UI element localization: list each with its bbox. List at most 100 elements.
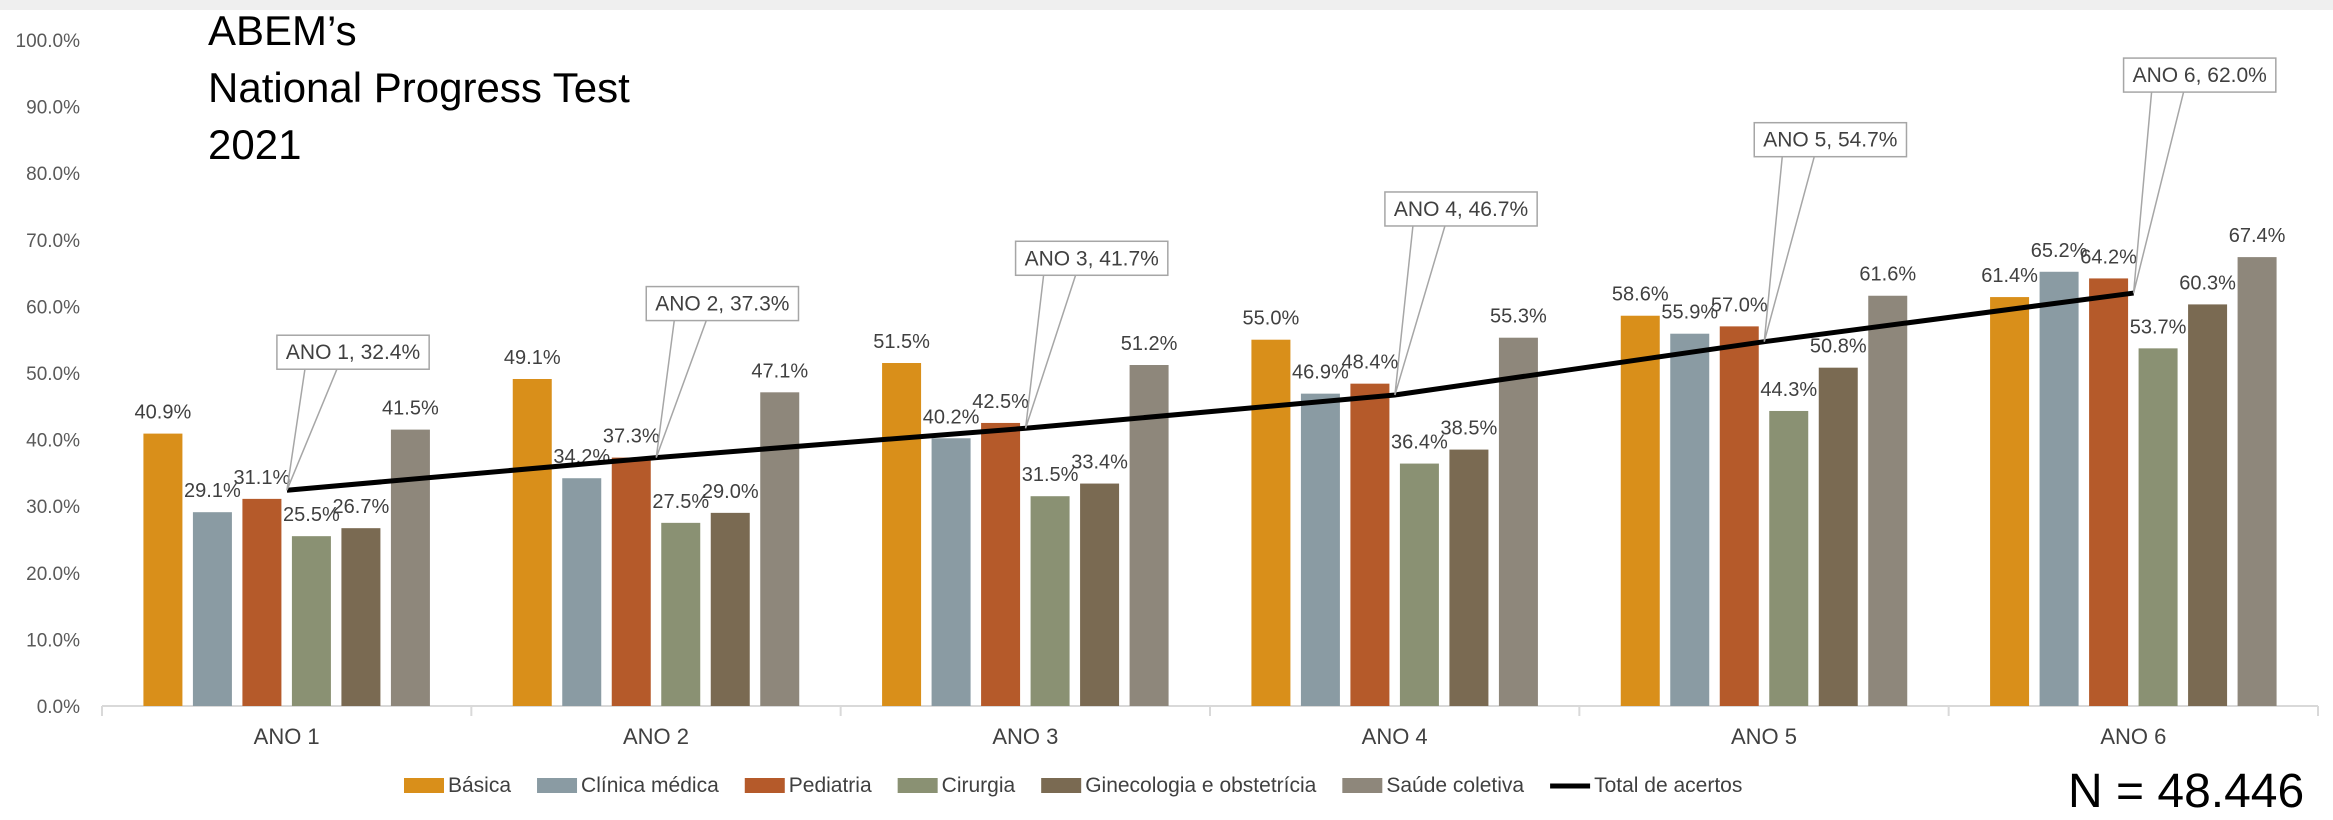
bar-data-label: 49.1%	[504, 347, 561, 369]
bar	[1868, 295, 1908, 706]
sample-size-label: N = 48.446	[2068, 765, 2305, 818]
bar-data-label: 58.6%	[1612, 284, 1669, 306]
bar-data-label: 37.3%	[603, 426, 660, 448]
title-line-3: 2021	[208, 121, 302, 168]
bar	[1719, 326, 1759, 706]
callout-box	[1384, 191, 1538, 227]
total-line-callout-label: ANO 4, 46.7%	[1394, 198, 1528, 221]
bar	[1498, 337, 1538, 706]
bar	[1449, 449, 1489, 706]
bar-data-label: 50.8%	[1810, 336, 1867, 358]
total-line-callout-label: ANO 2, 37.3%	[655, 293, 789, 316]
legend-swatch	[1342, 778, 1383, 793]
bar-data-label: 64.2%	[2080, 246, 2137, 268]
bar-data-label: 27.5%	[652, 491, 709, 513]
x-tick-label: ANO 6	[2100, 724, 2166, 749]
bar	[1399, 463, 1439, 706]
bar	[1350, 383, 1390, 706]
legend-swatch	[897, 778, 938, 793]
bar-data-label: 36.4%	[1391, 432, 1448, 454]
callout-leader	[2132, 91, 2185, 294]
legend-swatch	[1041, 778, 1082, 793]
legend-label: Ginecologia e obstetrícia	[1085, 774, 1316, 797]
bar-data-label: 47.1%	[751, 360, 808, 382]
legend-label: Básica	[448, 774, 511, 797]
bar	[1080, 483, 1120, 706]
title-line-1: ABEM’s	[208, 7, 357, 54]
legend-label: Cirurgia	[942, 774, 1016, 797]
bar	[562, 478, 602, 706]
bar-data-label: 61.6%	[1859, 264, 1916, 286]
y-tick-label: 10.0%	[26, 630, 80, 651]
total-line	[286, 290, 2134, 493]
bar-data-label: 40.9%	[135, 402, 192, 424]
y-tick-label: 70.0%	[26, 231, 80, 252]
bar	[661, 522, 701, 706]
x-tick-label: ANO 1	[254, 724, 320, 749]
bar	[2188, 304, 2228, 706]
bar	[512, 378, 552, 706]
bar	[1251, 339, 1291, 706]
legend-swatch	[537, 778, 578, 793]
y-tick-label: 60.0%	[26, 297, 80, 318]
bar-data-label: 41.5%	[382, 398, 439, 420]
total-line-callout-label: ANO 3, 41.7%	[1025, 247, 1159, 270]
callout-box	[645, 285, 800, 322]
callout-leader	[1024, 275, 1077, 429]
bar	[2089, 278, 2129, 706]
bar-data-label: 33.4%	[1071, 452, 1128, 474]
bar-data-label: 31.1%	[234, 467, 291, 489]
total-line-callout-label: ANO 1, 32.4%	[286, 341, 420, 364]
bar	[710, 512, 750, 706]
bar-data-label: 67.4%	[2229, 225, 2286, 247]
bar	[2237, 257, 2277, 706]
bar-data-label: 65.2%	[2031, 240, 2088, 262]
y-tick-label: 80.0%	[26, 164, 80, 185]
bar	[341, 528, 381, 706]
y-tick-label: 50.0%	[26, 364, 80, 385]
legend-swatch	[744, 778, 785, 793]
bar-data-label: 55.9%	[1661, 302, 1718, 324]
callout-box	[1014, 240, 1169, 277]
bar	[1670, 333, 1710, 706]
chart-title: ABEM’s National Progress Test 2021	[208, 2, 630, 173]
bar	[390, 429, 430, 706]
legend-swatch	[404, 778, 444, 793]
bar-data-label: 38.5%	[1441, 418, 1498, 440]
bar-data-label: 57.0%	[1711, 294, 1768, 316]
bar-data-label: 60.3%	[2179, 272, 2236, 294]
bar-data-label: 53.7%	[2130, 316, 2187, 338]
bar-data-label: 55.3%	[1490, 306, 1547, 328]
bar	[143, 433, 183, 706]
bar	[242, 498, 282, 706]
bar-data-label: 26.7%	[333, 496, 390, 518]
legend-label: Total de acertos	[1594, 774, 1742, 797]
bar	[931, 438, 971, 706]
callout-leader	[1394, 225, 1446, 396]
bar	[981, 422, 1021, 706]
bar-data-label: 48.4%	[1342, 352, 1399, 374]
bar-data-label: 44.3%	[1760, 379, 1817, 401]
y-tick-label: 0.0%	[37, 697, 80, 718]
x-tick-label: ANO 5	[1731, 724, 1797, 749]
bar	[1300, 393, 1340, 706]
y-tick-label: 30.0%	[26, 497, 80, 518]
bar	[1818, 367, 1858, 706]
callout-leader	[286, 368, 338, 491]
legend-label: Clínica médica	[581, 774, 719, 797]
callout-box	[276, 334, 430, 370]
bar-data-label: 40.2%	[923, 406, 980, 428]
bar-data-label: 61.4%	[1981, 265, 2038, 287]
y-tick-label: 90.0%	[26, 98, 80, 119]
callout-box	[2122, 57, 2277, 93]
callout-box	[1753, 121, 1908, 158]
bar	[611, 457, 651, 706]
x-tick-label: ANO 4	[1362, 724, 1428, 749]
total-line-callout-label: ANO 6, 62.0%	[2133, 64, 2267, 87]
bar	[291, 536, 331, 706]
bar-data-label: 31.5%	[1022, 464, 1079, 486]
y-tick-label: 20.0%	[26, 564, 80, 585]
legend-label: Saúde coletiva	[1386, 774, 1524, 797]
bar	[1129, 365, 1169, 706]
total-line-callout-label: ANO 5, 54.7%	[1763, 129, 1897, 152]
